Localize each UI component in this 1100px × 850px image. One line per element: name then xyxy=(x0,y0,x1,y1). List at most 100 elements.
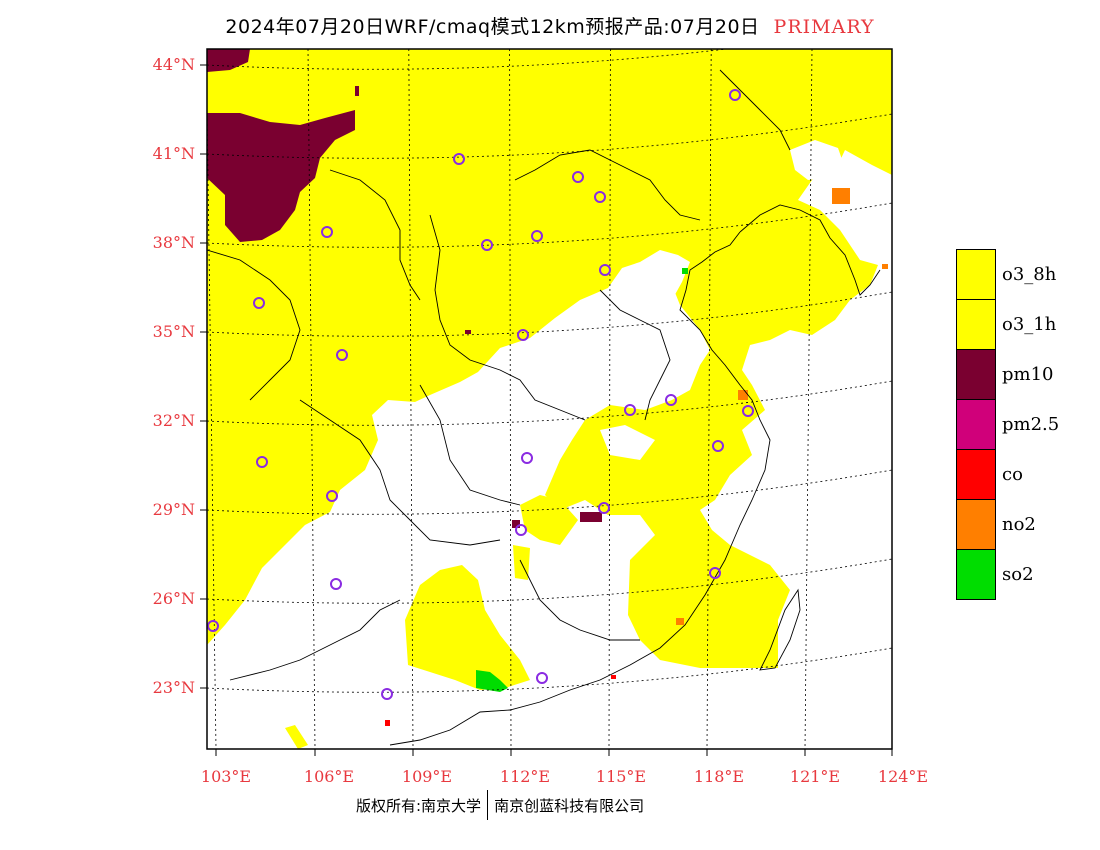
legend-swatch xyxy=(956,549,996,600)
so2-guangdong xyxy=(476,670,508,692)
clear-area-northeast xyxy=(790,140,845,180)
latitude-line xyxy=(207,469,892,515)
legend-label: co xyxy=(1002,464,1023,485)
legend-label: o3_1h xyxy=(1002,314,1057,335)
pm10-top xyxy=(207,49,250,72)
legend-item-co: co xyxy=(956,449,1100,500)
clear-area-bohai xyxy=(640,250,690,300)
borders xyxy=(207,69,881,746)
o3-south-small xyxy=(285,725,308,749)
lon-label: 103°E xyxy=(201,767,251,786)
pm10-dot-2 xyxy=(580,512,602,522)
station-marker xyxy=(531,230,543,242)
legend-swatch xyxy=(956,399,996,450)
legend-item-no2: no2 xyxy=(956,499,1100,550)
legend-label: no2 xyxy=(1002,514,1036,535)
legend-label: o3_8h xyxy=(1002,264,1057,285)
legend-swatch xyxy=(956,449,996,500)
legend-swatch xyxy=(956,499,996,550)
station-marker xyxy=(598,502,610,514)
o3-central xyxy=(520,495,578,545)
latitude-line xyxy=(207,558,892,604)
meridian-line xyxy=(207,77,217,749)
copyright-owner: 版权所有:南京大学 xyxy=(356,796,482,815)
lat-label: 35°N xyxy=(153,322,195,341)
meridian-line xyxy=(307,49,316,749)
station-marker xyxy=(481,239,493,251)
legend-item-pm2-5: pm2.5 xyxy=(956,399,1100,450)
no2-dot xyxy=(882,264,888,269)
co-dot-1 xyxy=(385,720,390,726)
legend-item-so2: so2 xyxy=(956,549,1100,600)
lat-label: 23°N xyxy=(153,678,195,697)
lat-label: 32°N xyxy=(153,411,195,430)
meridian-line xyxy=(608,49,611,749)
station-marker xyxy=(453,153,465,165)
footer-divider xyxy=(487,790,489,820)
station-marker xyxy=(515,524,527,536)
legend-label: pm10 xyxy=(1002,364,1054,385)
station-marker xyxy=(256,456,268,468)
station-marker xyxy=(729,89,741,101)
pm10-region xyxy=(207,110,355,242)
legend-swatch xyxy=(956,299,996,350)
pm10-dot-1 xyxy=(355,86,359,96)
chart-title: 2024年07月20日WRF/cmaq模式12km预报产品:07月20日 PRIM… xyxy=(0,12,1100,39)
meridian-line xyxy=(509,49,512,749)
lat-label: 29°N xyxy=(153,500,195,519)
lon-label: 115°E xyxy=(596,767,646,786)
station-marker xyxy=(326,490,338,502)
no2-northeast xyxy=(832,188,850,204)
latitude-line xyxy=(207,291,892,337)
station-marker xyxy=(624,404,636,416)
graticule xyxy=(207,49,892,749)
latitude-line xyxy=(207,202,892,248)
legend-item-o3-8h: o3_8h xyxy=(956,249,1100,300)
meridian-line xyxy=(408,49,414,749)
meridian-line xyxy=(706,49,712,749)
station-marker xyxy=(521,452,533,464)
station-marker xyxy=(665,394,677,406)
station-marker xyxy=(742,405,754,417)
station-marker xyxy=(517,329,529,341)
meridian-line xyxy=(891,720,892,749)
lat-label: 26°N xyxy=(153,589,195,608)
legend-item-pm10: pm10 xyxy=(956,349,1100,400)
copyright-footer: 版权所有:南京大学 南京创蓝科技有限公司 xyxy=(356,790,644,820)
legend-label: pm2.5 xyxy=(1002,414,1060,435)
pm10-dot-3 xyxy=(465,330,471,334)
lon-label: 118°E xyxy=(694,767,744,786)
map-layers xyxy=(207,49,892,749)
map-frame xyxy=(206,48,893,750)
lon-label: 112°E xyxy=(500,767,550,786)
lat-axis: 44°N 41°N 38°N 35°N 32°N 29°N 26°N 23°N xyxy=(153,55,195,697)
co-dot-2 xyxy=(611,675,616,679)
axis-ticks xyxy=(200,64,893,756)
o3-region xyxy=(207,49,892,668)
legend-swatch xyxy=(956,349,996,400)
copyright-company: 南京创蓝科技有限公司 xyxy=(494,796,645,815)
station-marker xyxy=(709,567,721,579)
no2-fujian xyxy=(676,618,684,625)
lat-label: 38°N xyxy=(153,233,195,252)
station-marker xyxy=(599,264,611,276)
pm10-dot-4 xyxy=(512,520,520,528)
station-marker xyxy=(253,297,265,309)
latitude-line xyxy=(207,380,892,426)
title-main: 2024年07月20日WRF/cmaq模式12km预报产品:07月20日 xyxy=(225,16,760,38)
station-marker xyxy=(336,349,348,361)
clear-area-hubei xyxy=(600,425,655,460)
meridian-line xyxy=(804,49,813,749)
legend: o3_8h o3_1h pm10 pm2.5 co no2 so2 xyxy=(956,249,1100,600)
station-marker xyxy=(594,191,606,203)
station-marker xyxy=(536,672,548,684)
lon-label: 121°E xyxy=(790,767,840,786)
lat-label: 41°N xyxy=(153,144,195,163)
station-markers xyxy=(207,89,754,700)
lon-label: 106°E xyxy=(304,767,354,786)
station-marker xyxy=(330,578,342,590)
station-marker xyxy=(381,688,393,700)
title-tag: PRIMARY xyxy=(773,16,875,38)
o3-south xyxy=(405,565,530,690)
